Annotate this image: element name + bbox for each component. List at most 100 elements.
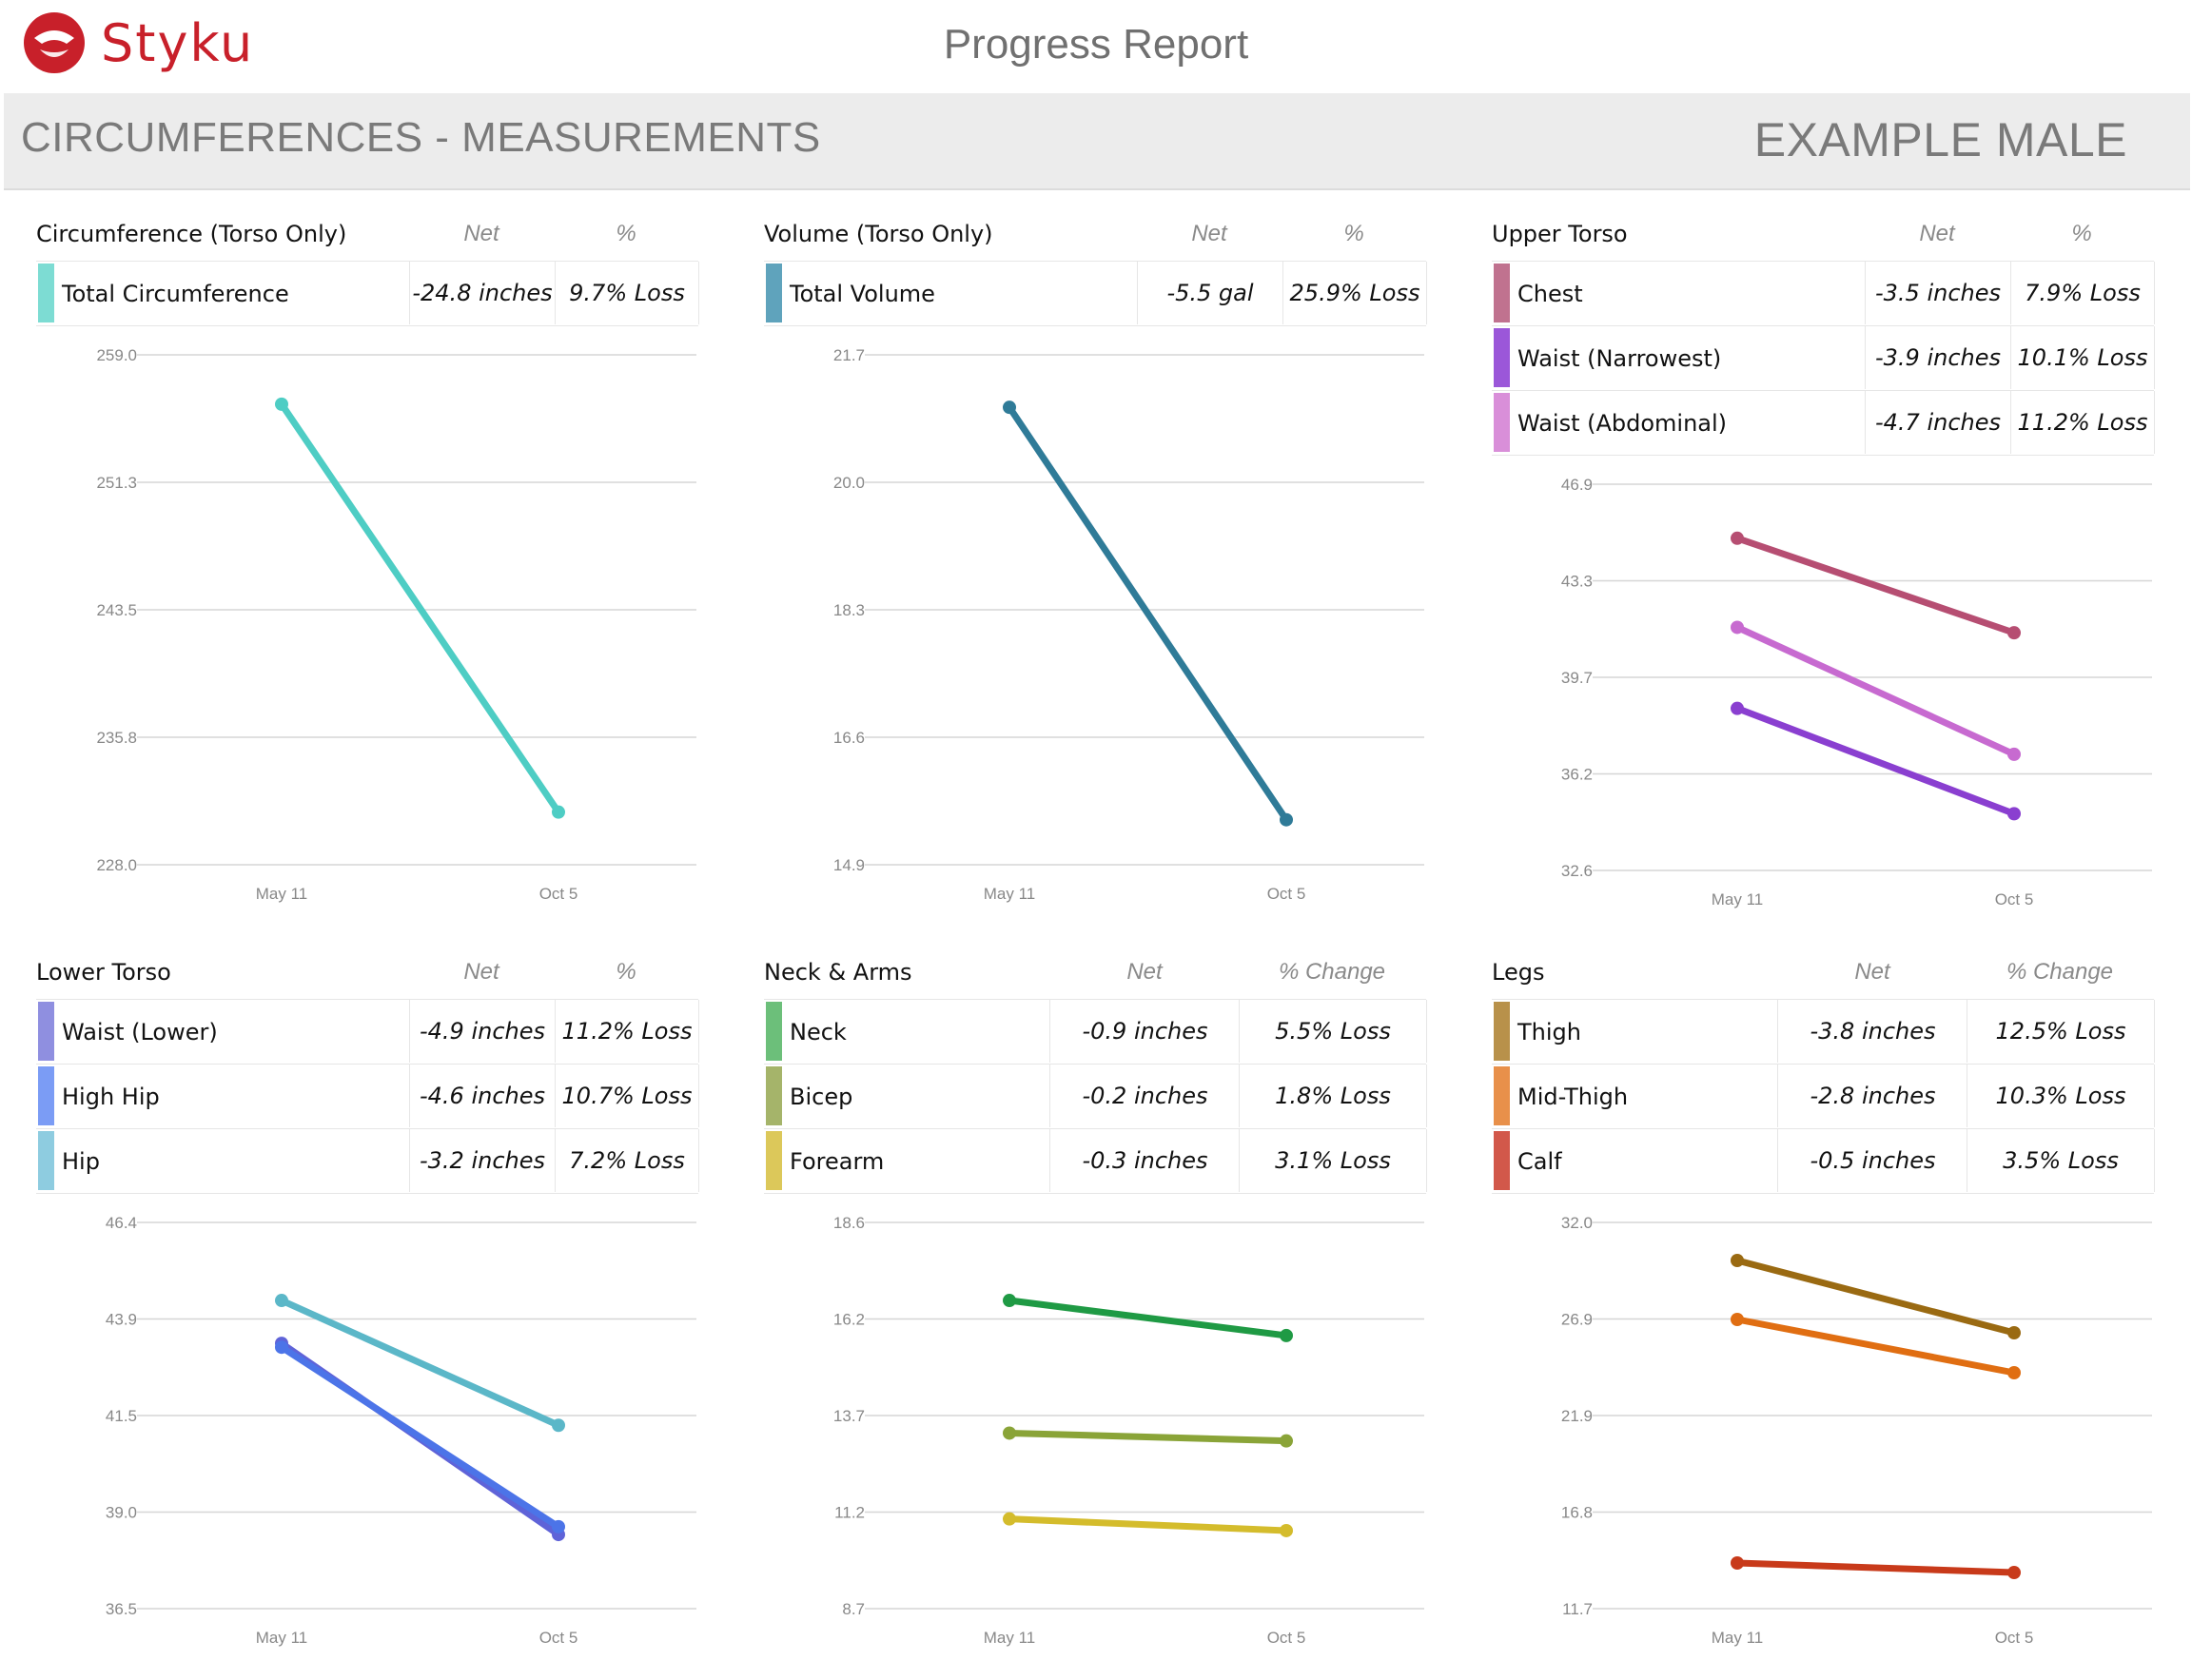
measurement-pct: 7.2% Loss <box>555 1129 699 1192</box>
x-tick-label: May 11 <box>1712 890 1764 908</box>
measurement-net: -0.2 inches <box>1049 1065 1240 1127</box>
net-header: Net <box>463 959 499 985</box>
measurement-pct: 11.2% Loss <box>2010 391 2155 454</box>
x-tick-label: May 11 <box>1712 1629 1764 1647</box>
y-tick-label: 21.9 <box>1561 1407 1593 1425</box>
y-tick-label: 13.7 <box>833 1407 865 1425</box>
x-tick-label: Oct 5 <box>1995 890 2034 908</box>
measurement-pct: 1.8% Loss <box>1239 1065 1427 1127</box>
panel-legs: Legs Net % Change Thigh -3.8 inches 12.5… <box>1492 951 2155 1652</box>
series-swatch <box>766 1131 782 1190</box>
data-point <box>552 805 565 819</box>
panel-neck-arms: Neck & Arms Net % Change Neck -0.9 inche… <box>764 951 1427 1652</box>
series-swatch <box>38 1066 54 1125</box>
data-point <box>1731 1556 1744 1570</box>
x-tick-label: May 11 <box>256 885 308 903</box>
measurement-pct: 9.7% Loss <box>555 262 699 324</box>
line-chart: 21.7 20.0 18.3 16.6 14.9 May 11 Oct 5 <box>833 346 1424 903</box>
measurement-net: -2.8 inches <box>1777 1065 1967 1127</box>
data-point <box>2007 1366 2021 1379</box>
measurement-row: Total Circumference -24.8 inches 9.7% Lo… <box>36 262 699 326</box>
data-point <box>1003 400 1016 415</box>
measurement-table: Chest -3.5 inches 7.9% Loss Waist (Narro… <box>1492 261 2155 456</box>
brand-name: Styku <box>101 12 255 73</box>
measurement-name: Total Circumference <box>62 281 289 307</box>
measurement-pct: 10.3% Loss <box>1967 1065 2155 1127</box>
measurement-name: Hip <box>62 1148 100 1175</box>
measurement-row: Mid-Thigh -2.8 inches 10.3% Loss <box>1492 1065 2155 1129</box>
y-tick-label: 11.2 <box>834 1504 865 1522</box>
net-header: Net <box>1126 959 1163 985</box>
measurement-pct: 5.5% Loss <box>1239 1000 1427 1063</box>
series-swatch <box>1494 264 1510 322</box>
series-line <box>278 400 562 816</box>
y-tick-label: 32.0 <box>1561 1214 1593 1232</box>
measurement-row: Chest -3.5 inches 7.9% Loss <box>1492 262 2155 326</box>
measurement-table: Total Volume -5.5 gal 25.9% Loss <box>764 261 1427 326</box>
measurement-row: Waist (Lower) -4.9 inches 11.2% Loss <box>36 1000 699 1065</box>
pct-header: % Change <box>1278 959 1386 985</box>
y-tick-label: 39.0 <box>106 1504 137 1522</box>
measurement-row: Total Volume -5.5 gal 25.9% Loss <box>764 262 1427 326</box>
y-tick-label: 8.7 <box>842 1600 865 1618</box>
measurement-pct: 10.1% Loss <box>2010 326 2155 389</box>
series-line <box>1733 1316 2018 1377</box>
measurement-table: Total Circumference -24.8 inches 9.7% Lo… <box>36 261 699 326</box>
data-point <box>1003 1294 1016 1308</box>
y-tick-label: 235.8 <box>96 729 137 747</box>
measurement-net: -3.8 inches <box>1777 1000 1967 1063</box>
measurement-row: Hip -3.2 inches 7.2% Loss <box>36 1129 699 1194</box>
measurement-name: Waist (Abdominal) <box>1517 410 1728 437</box>
panel-title: Upper Torso <box>1492 221 1628 247</box>
line-chart: 259.0 251.3 243.5 235.8 228.0 May 11 Oct 5 <box>96 346 696 903</box>
measurement-row: Thigh -3.8 inches 12.5% Loss <box>1492 1000 2155 1065</box>
y-tick-label: 46.4 <box>106 1214 137 1232</box>
measurement-net: -24.8 inches <box>409 262 555 324</box>
x-tick-label: Oct 5 <box>1267 885 1306 903</box>
section-header: CIRCUMFERENCES - MEASUREMENTS EXAMPLE MA… <box>4 93 2190 190</box>
data-point <box>1731 620 1744 635</box>
x-tick-label: Oct 5 <box>539 1629 578 1647</box>
series-swatch <box>38 264 54 322</box>
y-tick-label: 16.6 <box>833 729 865 747</box>
series-line <box>1006 1515 1290 1534</box>
series-swatch <box>1494 1131 1510 1190</box>
measurement-row: Bicep -0.2 inches 1.8% Loss <box>764 1065 1427 1129</box>
measurement-pct: 11.2% Loss <box>555 1000 699 1063</box>
measurement-name: Bicep <box>790 1084 853 1110</box>
brand-logo: Styku <box>21 10 254 76</box>
data-point <box>552 1519 565 1533</box>
data-point <box>1731 701 1744 715</box>
measurement-net: -4.7 inches <box>1865 391 2010 454</box>
series-line <box>1006 1429 1290 1445</box>
y-tick-label: 251.3 <box>96 474 137 492</box>
y-tick-label: 43.3 <box>1561 573 1593 591</box>
data-point <box>275 397 288 411</box>
net-header: Net <box>463 221 499 246</box>
pct-header: % Change <box>2006 959 2114 985</box>
pct-header: % <box>616 959 636 985</box>
line-chart: 18.6 16.2 13.7 11.2 8.7 May 11 Oct 5 <box>833 1214 1424 1647</box>
data-point <box>1280 812 1293 827</box>
series-line <box>1006 1297 1290 1339</box>
measurement-name: Forearm <box>790 1148 885 1175</box>
data-point <box>1731 531 1744 545</box>
section-title: CIRCUMFERENCES - MEASUREMENTS <box>21 114 821 161</box>
series-swatch <box>766 1066 782 1125</box>
data-point <box>275 1294 288 1308</box>
measurement-pct: 7.9% Loss <box>2010 262 2155 324</box>
series-swatch <box>1494 1066 1510 1125</box>
measurement-net: -4.9 inches <box>409 1000 555 1063</box>
measurement-row: Calf -0.5 inches 3.5% Loss <box>1492 1129 2155 1194</box>
measurement-name: High Hip <box>62 1084 160 1110</box>
measurement-name: Chest <box>1517 281 1583 307</box>
x-tick-label: May 11 <box>984 885 1036 903</box>
panel-title: Legs <box>1492 959 1545 986</box>
panel-title: Circumference (Torso Only) <box>36 221 347 247</box>
measurement-pct: 12.5% Loss <box>1967 1000 2155 1063</box>
measurement-name: Thigh <box>1517 1019 1581 1045</box>
pct-header: % <box>2071 221 2092 246</box>
series-line <box>1733 535 2018 636</box>
panel-title: Volume (Torso Only) <box>764 221 993 247</box>
y-tick-label: 21.7 <box>833 346 865 364</box>
